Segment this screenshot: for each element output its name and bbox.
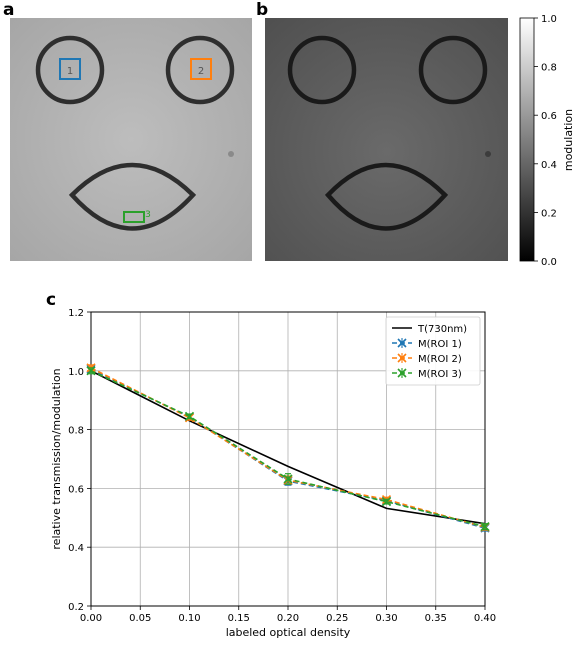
image-panel-a [10, 18, 252, 261]
y-tick-label: 0.6 [68, 484, 84, 495]
legend: T(730nm) M(ROI 1) M(ROI 2) M(ROI 3) [385, 316, 481, 386]
x-tick-label: 0.25 [326, 613, 348, 624]
x-tick-label: 0.40 [474, 613, 496, 624]
x-tick-label: 0.30 [375, 613, 397, 624]
x-tick-label: 0.10 [178, 613, 200, 624]
colorbar-tick-label: 0.4 [541, 160, 557, 171]
data-point [86, 366, 96, 376]
roi-2-box [190, 58, 212, 80]
data-point [184, 411, 195, 421]
series-3 [86, 366, 490, 532]
x-tick-label: 0.05 [129, 613, 151, 624]
x-tick-label: 0.35 [425, 613, 447, 624]
colorbar-tick-label: 0.8 [541, 63, 557, 74]
roi-label-2: 2 [198, 66, 204, 77]
colorbar-label: modulation [562, 109, 575, 171]
colorbar-tick-label: 0.2 [541, 208, 557, 219]
legend-label: M(ROI 3) [418, 369, 462, 380]
roi-label-1: 1 [67, 66, 73, 77]
x-tick-label: 0.20 [277, 613, 299, 624]
data-point [480, 522, 490, 532]
panel-label-c: c [46, 290, 57, 310]
y-tick-label: 0.8 [68, 426, 84, 437]
legend-marker [397, 338, 407, 348]
colorbar: 0.0 0.2 0.4 0.6 0.8 1.0 modulation [519, 14, 575, 268]
legend-label: M(ROI 1) [418, 339, 462, 350]
y-tick-label: 0.2 [68, 602, 84, 613]
colorbar-tick-label: 0.0 [541, 257, 557, 268]
image-panel-b [265, 18, 508, 261]
panel-label-b: b [256, 0, 269, 20]
x-tick-label: 0.15 [228, 613, 250, 624]
legend-marker [397, 368, 407, 378]
legend-box [385, 316, 481, 386]
series-0 [90, 370, 486, 525]
panel-label-a: a [3, 0, 15, 20]
roi-3-box [123, 211, 145, 223]
legend-label: T(730nm) [417, 324, 467, 335]
x-axis-label: labeled optical density [226, 626, 351, 639]
colorbar-tick-label: 0.6 [541, 111, 557, 122]
roi-label-3: 3 [145, 210, 151, 220]
chart-panel-c: 0.00 0.05 0.10 0.15 0.20 0.25 0.30 0.35 0.40 0.2… [50, 308, 496, 639]
legend-label: M(ROI 2) [418, 354, 462, 365]
data-point [283, 474, 293, 484]
legend-marker [397, 353, 407, 363]
roi-1-box [59, 58, 81, 80]
y-tick-label: 0.4 [68, 543, 84, 554]
y-tick-label: 1.0 [68, 367, 84, 378]
colorbar-tick-label: 1.0 [541, 14, 557, 25]
y-axis-label: relative transmission/modulation [50, 368, 63, 549]
data-point [381, 497, 392, 507]
x-tick-label: 0.00 [80, 613, 102, 624]
y-tick-label: 1.2 [68, 308, 84, 319]
series-line [90, 370, 486, 525]
